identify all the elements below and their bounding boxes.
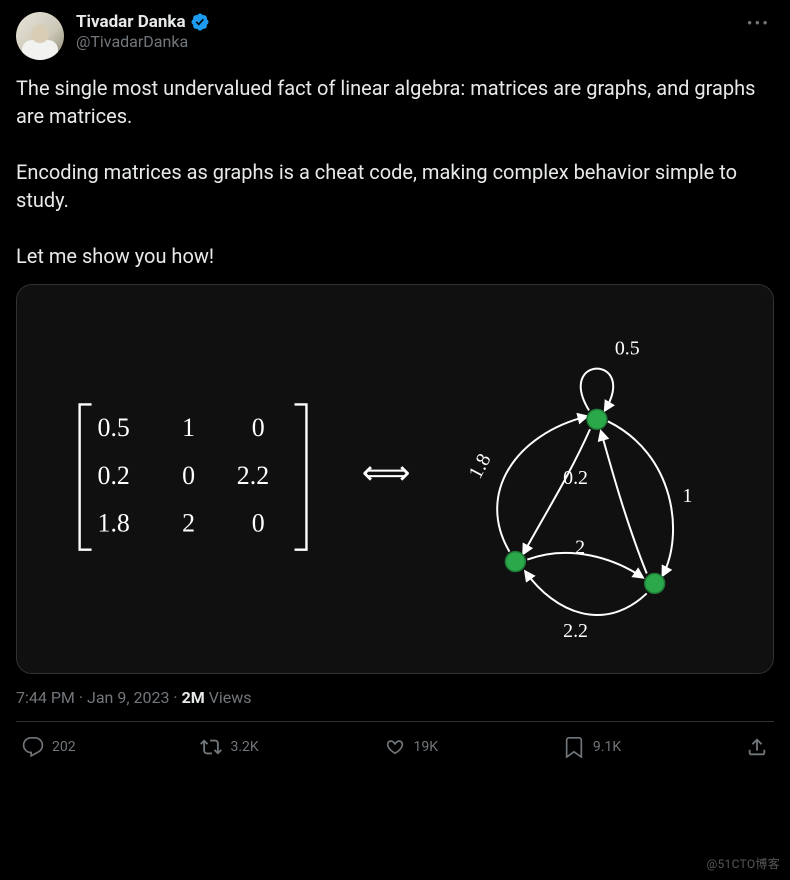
matrix-graph-diagram: 0.5 1 0 0.2 0 2.2 1.8 2 0 ⟺ (17, 285, 773, 673)
avatar[interactable] (16, 12, 64, 60)
m-0-1: 1 (182, 413, 195, 442)
reply-count: 202 (52, 739, 76, 755)
name-line: Tivadar Danka (76, 12, 731, 32)
m-2-1: 2 (182, 509, 195, 538)
label-n2n3: 2 (575, 537, 585, 559)
bookmark-button[interactable]: 9.1K (563, 736, 621, 758)
graph-node-1 (587, 409, 607, 429)
verified-badge-icon (190, 12, 210, 32)
tweet-media[interactable]: 0.5 1 0 0.2 0 2.2 1.8 2 0 ⟺ (16, 284, 774, 674)
reply-icon (22, 736, 44, 758)
equivalence-arrow: ⟺ (362, 455, 410, 492)
m-1-1: 0 (182, 461, 195, 490)
tweet-meta: 7:44 PM · Jan 9, 2023 · 2M Views (16, 688, 774, 707)
user-block: Tivadar Danka @TivadarDanka (76, 12, 731, 51)
views-label: Views (205, 688, 252, 707)
share-icon (746, 736, 768, 758)
label-n3n2: 2.2 (563, 620, 588, 642)
more-button[interactable]: ••• (743, 12, 774, 37)
like-count: 19K (414, 739, 439, 755)
retweet-button[interactable]: 3.2K (200, 736, 258, 758)
heart-icon (384, 736, 406, 758)
m-2-2: 0 (252, 509, 265, 538)
graph-node-3 (645, 574, 665, 594)
tweet-time[interactable]: 7:44 PM (16, 688, 75, 707)
like-button[interactable]: 19K (384, 736, 439, 758)
graph-node-2 (505, 552, 525, 572)
label-self: 0.5 (615, 338, 640, 360)
m-2-0: 1.8 (98, 509, 130, 538)
label-n1n3: 1 (683, 485, 693, 507)
display-name[interactable]: Tivadar Danka (76, 12, 186, 32)
reply-button[interactable]: 202 (22, 736, 76, 758)
tweet-date[interactable]: Jan 9, 2023 (87, 688, 169, 707)
share-button[interactable] (746, 736, 768, 758)
tweet-header: Tivadar Danka @TivadarDanka ••• (16, 12, 774, 60)
bookmark-icon (563, 736, 585, 758)
label-n1n2: 0.2 (563, 467, 588, 489)
retweet-icon (200, 736, 222, 758)
retweet-count: 3.2K (230, 739, 258, 755)
m-0-0: 0.5 (98, 413, 130, 442)
views-count: 2M (182, 688, 205, 707)
user-handle[interactable]: @TivadarDanka (76, 32, 731, 51)
m-1-0: 0.2 (98, 461, 130, 490)
tweet-text: The single most undervalued fact of line… (16, 74, 774, 270)
m-1-2: 2.2 (237, 461, 269, 490)
tweet-container: Tivadar Danka @TivadarDanka ••• The sing… (0, 0, 790, 770)
watermark: @51CTO博客 (706, 855, 780, 872)
m-0-2: 0 (252, 413, 265, 442)
divider (16, 721, 774, 722)
tweet-actions: 202 3.2K 19K 9.1K (16, 728, 774, 758)
bookmark-count: 9.1K (593, 739, 621, 755)
